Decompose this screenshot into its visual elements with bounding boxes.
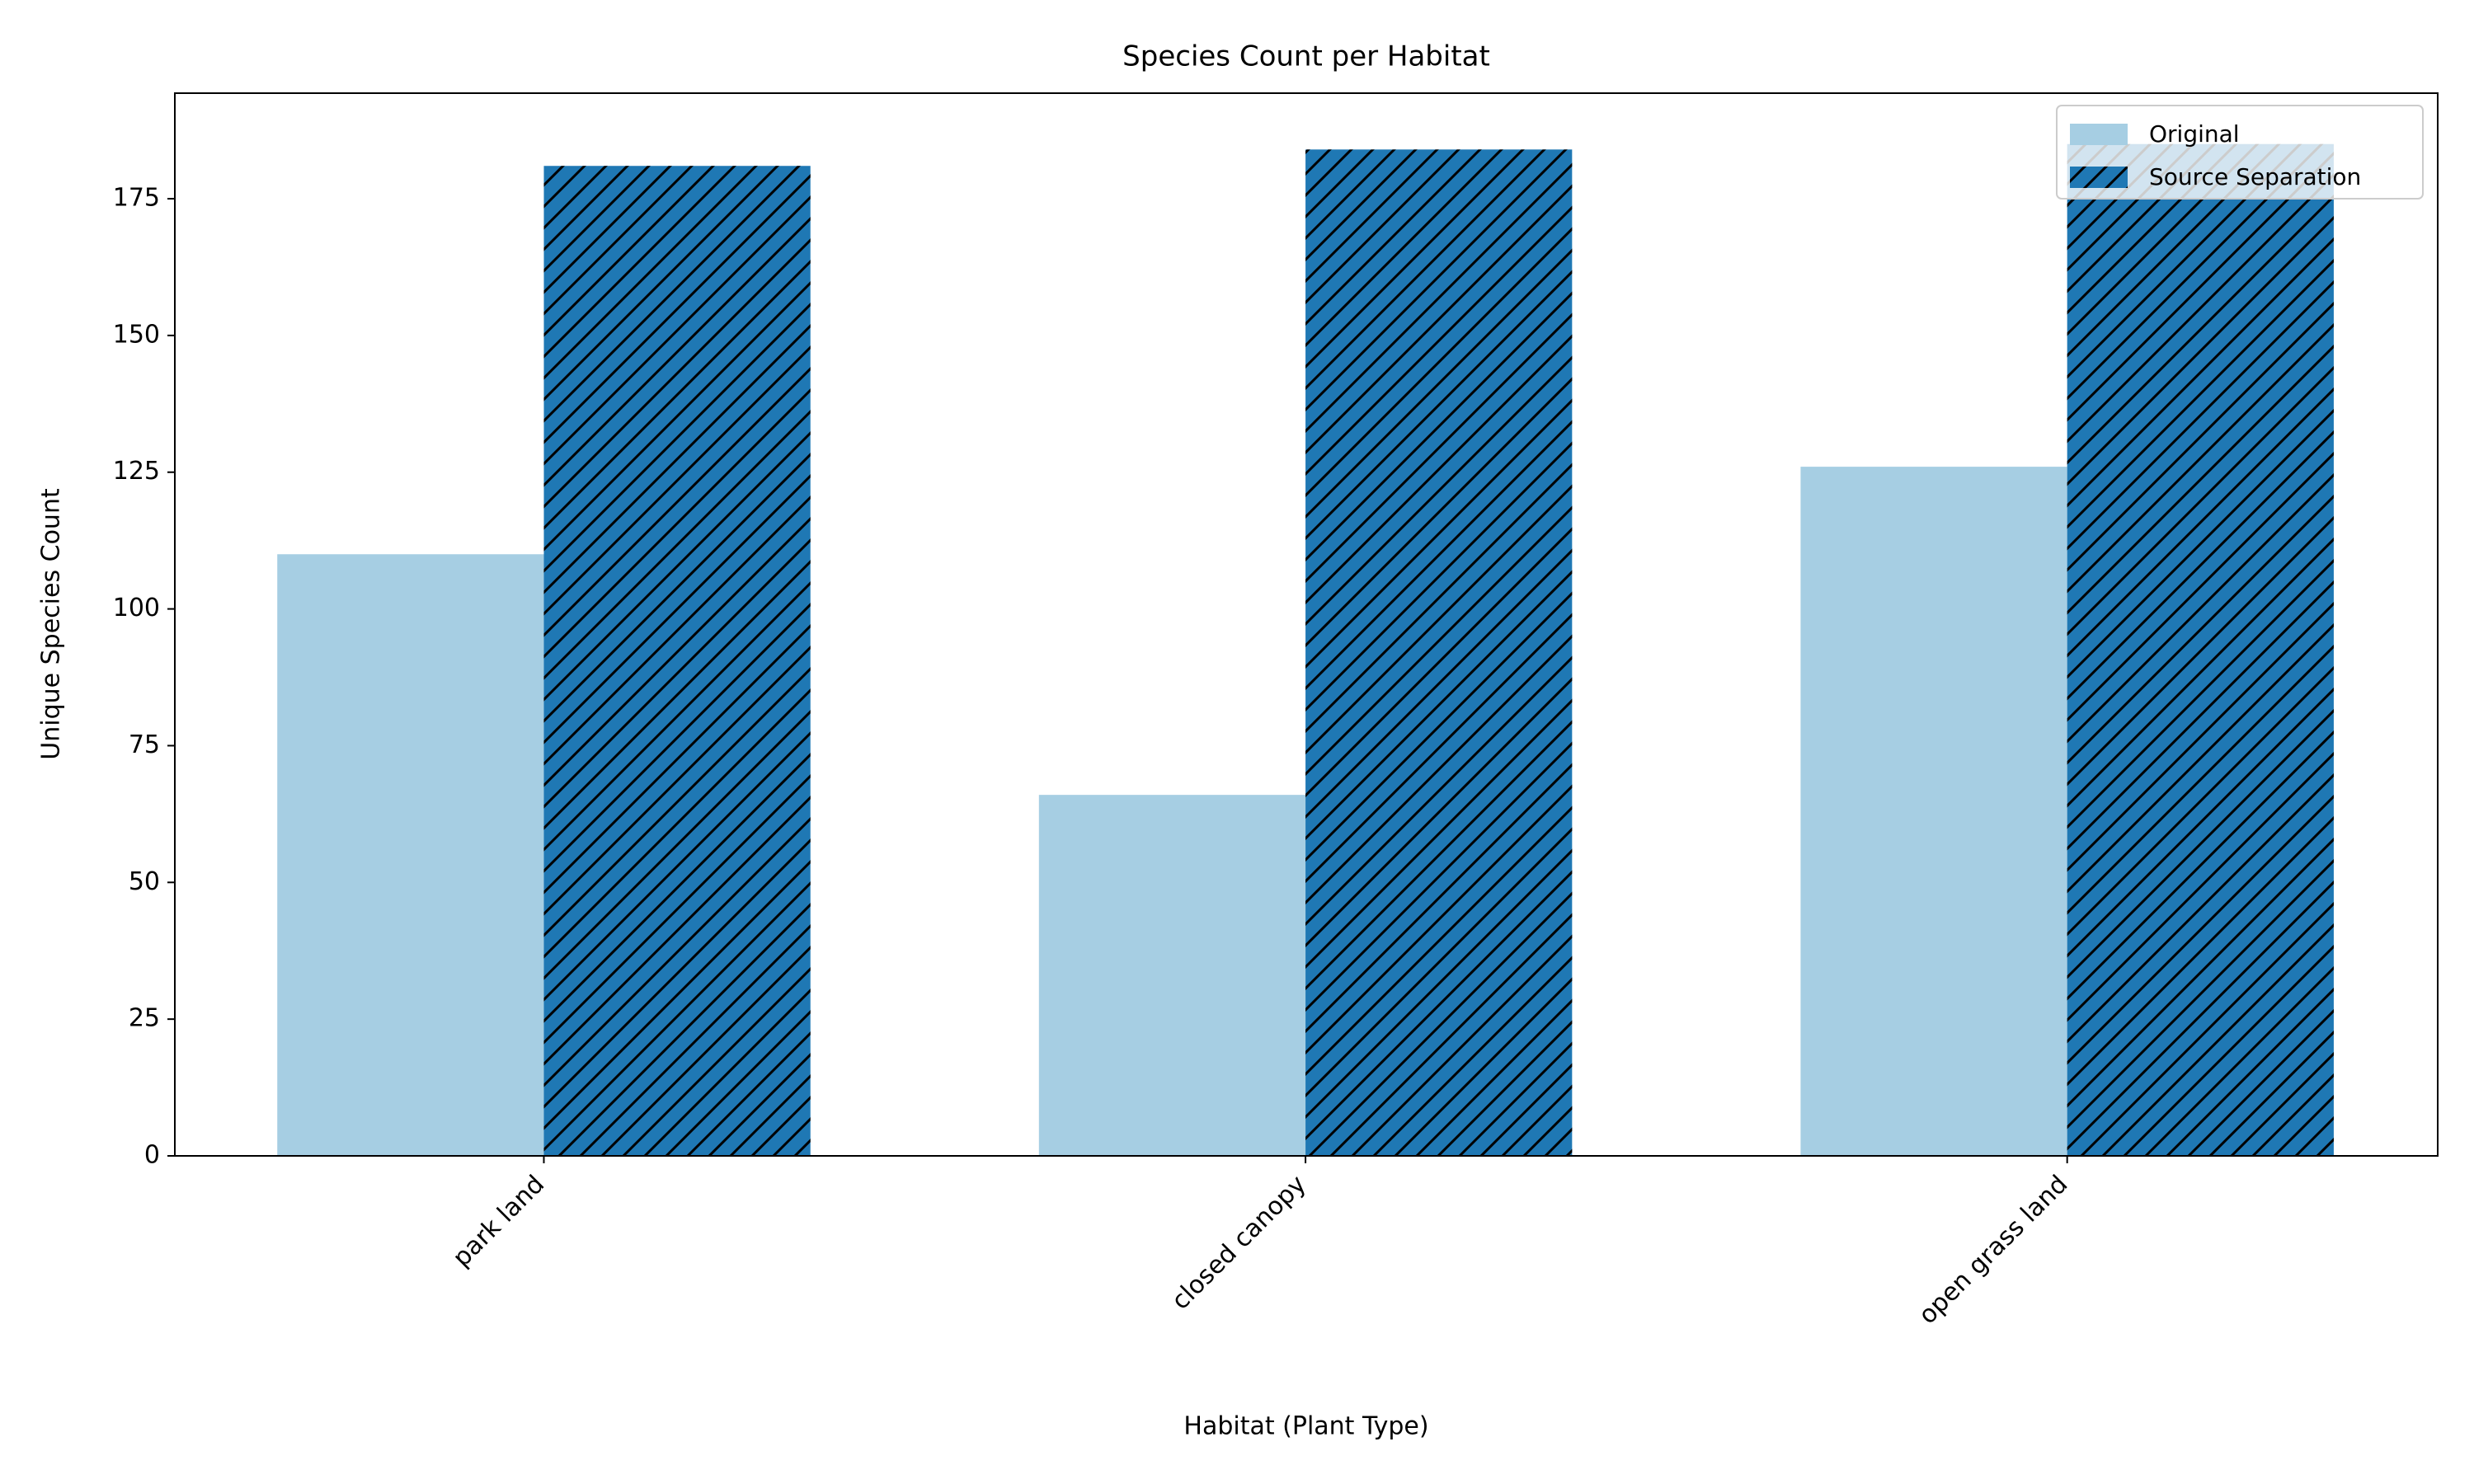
legend-swatch-hatch <box>2070 167 2128 188</box>
legend-swatch <box>2070 124 2128 145</box>
y-tick-label: 100 <box>113 594 160 622</box>
bar-hatch <box>2067 143 2334 1156</box>
x-axis-label: Habitat (Plant Type) <box>1183 1412 1428 1441</box>
bar <box>277 554 544 1156</box>
y-tick-label: 50 <box>129 867 160 896</box>
legend-box <box>2056 105 2424 200</box>
y-tick-label: 0 <box>144 1141 160 1170</box>
bar <box>1038 795 1306 1156</box>
y-axis-label: Unique Species Count <box>37 488 66 760</box>
y-tick-label: 75 <box>129 730 160 759</box>
legend-label: Original <box>2149 120 2240 148</box>
bar-hatch <box>1305 149 1573 1156</box>
y-tick-label: 25 <box>129 1004 160 1033</box>
y-tick-label: 125 <box>113 457 160 486</box>
y-tick-label: 175 <box>113 184 160 213</box>
bar <box>1800 467 2067 1156</box>
legend-label: Source Separation <box>2149 163 2361 190</box>
y-tick-label: 150 <box>113 320 160 349</box>
plot-frame <box>174 92 2439 1157</box>
bar-hatch <box>543 166 811 1156</box>
chart-title: Species Count per Habitat <box>1122 40 1490 73</box>
